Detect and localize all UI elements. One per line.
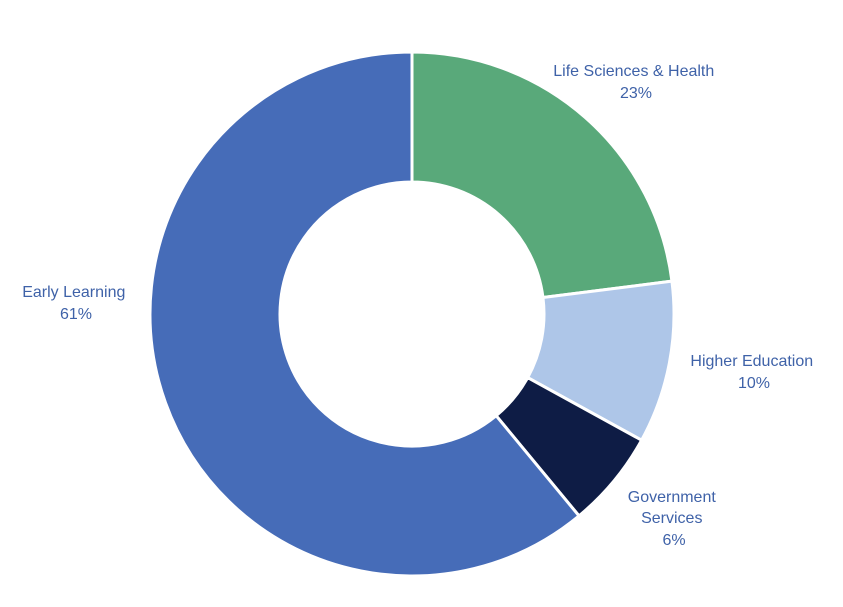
label-higher-education-value: 10% — [738, 375, 770, 392]
slice-early-learning — [148, 50, 581, 578]
label-government-services-name-2: Services — [641, 510, 702, 527]
label-government-services: Government Services 6% — [628, 489, 721, 549]
label-higher-education-name: Higher Education — [690, 353, 813, 370]
label-early-learning-name: Early Learning — [22, 284, 125, 301]
label-government-services-value: 6% — [662, 532, 685, 549]
label-early-learning-value: 61% — [60, 306, 92, 323]
label-higher-education: Higher Education 10% — [690, 353, 817, 392]
label-early-learning: Early Learning 61% — [22, 284, 130, 323]
label-life-sciences-value: 23% — [620, 85, 652, 102]
slice-life-sciences-health — [410, 50, 674, 299]
label-government-services-name-1: Government — [628, 489, 717, 506]
label-life-sciences: Life Sciences & Health 23% — [553, 63, 718, 102]
label-life-sciences-name: Life Sciences & Health — [553, 63, 714, 80]
slices-group — [148, 50, 676, 578]
